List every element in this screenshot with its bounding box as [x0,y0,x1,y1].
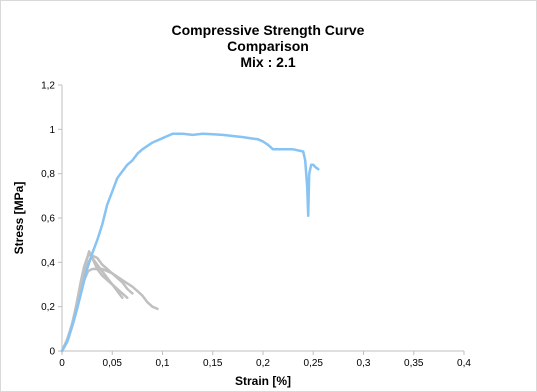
y-tick-label: 0,8 [41,169,55,180]
x-axis-label: Strain [%] [235,374,291,388]
x-tick-label: 0,2 [256,358,270,369]
x-tick-label: 0,15 [203,358,223,369]
chart-title-line-2: Comparison [227,38,309,54]
data-series [60,132,320,353]
x-tick-label: 0,3 [357,358,371,369]
y-tick-label: 1,2 [41,81,55,92]
series-line-2 [60,250,129,353]
y-tick-label: 0 [49,347,55,358]
x-tick-label: 0,35 [404,358,424,369]
x-tick-label: 0,1 [156,358,170,369]
chart-title-line-3: Mix : 2.1 [240,54,295,70]
y-tick-label: 0,2 [41,302,55,313]
chart-title-line-1: Compressive Strength Curve [172,22,365,38]
x-tick-label: 0,25 [304,358,324,369]
y-tick-label: 0,4 [41,258,55,269]
x-axis-ticks: 0 0,05 0,1 0,15 0,2 0,25 0,3 0,35 0,4 [59,351,471,369]
y-axis-ticks: 0 0,2 0,4 0,6 0,8 1 1,2 [41,81,62,358]
x-tick-label: 0,4 [457,358,471,369]
y-tick-label: 1 [49,125,55,136]
series-line-5 [60,132,320,353]
y-tick-label: 0,6 [41,214,55,225]
x-tick-label: 0 [59,358,65,369]
x-tick-label: 0,05 [103,358,123,369]
y-axis-label: Stress [MPa] [12,182,26,255]
